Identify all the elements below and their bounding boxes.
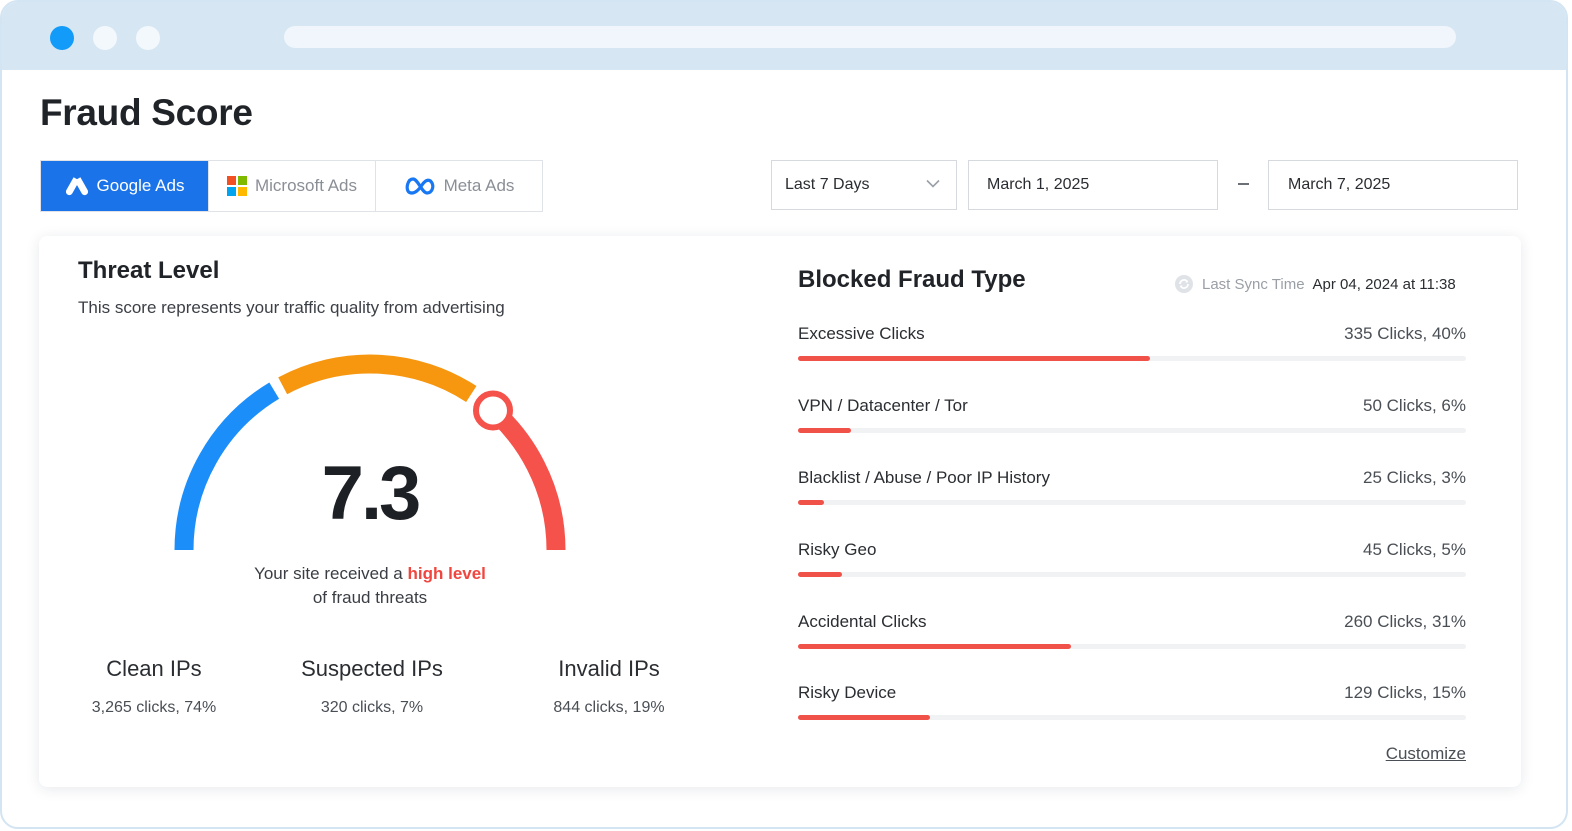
threat-score: 7.3 [321, 451, 422, 536]
window-close-button[interactable] [50, 26, 74, 50]
blocked-fraud-title: Blocked Fraud Type [798, 266, 1026, 293]
customize-link[interactable]: Customize [1385, 744, 1466, 763]
stat-clean-ips: Clean IPs 3,265 clicks, 74% [54, 656, 254, 717]
fraud-type-stat: 50 Clicks, 6% [1363, 396, 1466, 415]
fraud-type-stat: 25 Clicks, 3% [1363, 468, 1466, 487]
stat-suspected-ips: Suspected IPs 320 clicks, 7% [272, 656, 472, 717]
fraud-type-name: VPN / Datacenter / Tor [798, 396, 968, 415]
start-date-value: March 1, 2025 [987, 176, 1090, 193]
page-title: Fraud Score [40, 92, 253, 133]
fraud-bar-track [798, 500, 1466, 505]
fraud-bar-fill [798, 500, 825, 505]
gauge-arc-medium [278, 354, 477, 403]
fraud-bar-track [798, 644, 1466, 649]
fraud-row: VPN / Datacenter / Tor 50 Clicks, 6% [798, 396, 1466, 440]
fraud-bar-track [798, 572, 1466, 577]
address-bar[interactable] [284, 26, 1456, 48]
end-date-field[interactable]: March 7, 2025 [1268, 160, 1518, 210]
fraud-row: Blacklist / Abuse / Poor IP History 25 C… [798, 468, 1466, 512]
stat-invalid-ips: Invalid IPs 844 clicks, 19% [509, 656, 709, 717]
fraud-score-card [39, 236, 1521, 787]
chevron-down-icon [926, 179, 940, 188]
fraud-row: Excessive Clicks 335 Clicks, 40% [798, 324, 1466, 368]
fraud-type-stat: 129 Clicks, 15% [1344, 683, 1466, 702]
threat-level-title: Threat Level [78, 257, 220, 284]
threat-message: Your site received a high level of fraud… [170, 562, 570, 610]
fraud-bar-fill [798, 428, 851, 433]
tab-label: Google Ads [96, 176, 185, 195]
fraud-type-name: Risky Geo [798, 540, 877, 559]
threat-message-prefix: Your site received a [254, 564, 403, 583]
fraud-bar-fill [798, 715, 930, 720]
tab-label: Microsoft Ads [254, 176, 358, 195]
tab-google-ads[interactable]: Google Ads [41, 161, 208, 211]
sync-label: Last Sync Time [1202, 275, 1305, 293]
fraud-type-stat: 260 Clicks, 31% [1344, 612, 1466, 631]
fraud-row: Accidental Clicks 260 Clicks, 31% [798, 612, 1466, 656]
end-date-value: March 7, 2025 [1288, 176, 1391, 193]
threat-gauge [174, 354, 566, 551]
stat-label: Invalid IPs [558, 656, 660, 681]
fraud-type-name: Excessive Clicks [798, 324, 925, 343]
gauge-indicator-knob [473, 390, 513, 431]
sync-icon [1175, 275, 1193, 293]
fraud-type-stat: 335 Clicks, 40% [1344, 324, 1466, 343]
meta-icon [405, 177, 434, 195]
window-minimize-button[interactable] [93, 26, 117, 50]
fraud-bar-track [798, 356, 1466, 361]
threat-message-highlight: high level [407, 564, 486, 583]
fraud-bar-track [798, 428, 1466, 433]
stat-label: Clean IPs [106, 656, 202, 681]
fraud-bar-fill [798, 572, 842, 577]
stat-label: Suspected IPs [301, 656, 443, 681]
sync-value: Apr 04, 2024 at 11:38 [1312, 275, 1456, 293]
window-maximize-button[interactable] [136, 26, 160, 50]
google-ads-icon [65, 176, 88, 195]
microsoft-icon [226, 176, 247, 196]
date-separator [1238, 183, 1249, 185]
date-range-value: Last 7 Days [785, 176, 870, 193]
fraud-bar-track [798, 715, 1466, 720]
tab-label: Meta Ads [443, 176, 515, 195]
fraud-bar-fill [798, 356, 1150, 361]
threat-level-subtitle: This score represents your traffic quali… [78, 298, 505, 317]
stat-value: 3,265 clicks, 74% [91, 699, 217, 716]
fraud-type-name: Risky Device [798, 683, 897, 702]
stat-value: 844 clicks, 19% [553, 699, 665, 716]
fraud-row: Risky Geo 45 Clicks, 5% [798, 540, 1466, 584]
platform-tabs: Google Ads Microsoft Ads Meta Ads [40, 160, 543, 212]
fraud-type-name: Blacklist / Abuse / Poor IP History [798, 468, 1050, 487]
fraud-row: Risky Device 129 Clicks, 15% [798, 683, 1466, 727]
tab-microsoft-ads[interactable]: Microsoft Ads [208, 161, 375, 211]
fraud-bar-fill [798, 644, 1071, 649]
title-bar [2, 2, 1566, 70]
fraud-type-name: Accidental Clicks [798, 612, 927, 631]
tab-meta-ads[interactable]: Meta Ads [375, 161, 542, 211]
fraud-type-stat: 45 Clicks, 5% [1363, 540, 1466, 559]
start-date-field[interactable]: March 1, 2025 [968, 160, 1218, 210]
stat-value: 320 clicks, 7% [320, 699, 424, 716]
date-range-select[interactable]: Last 7 Days [771, 160, 957, 210]
gauge-arc-low [174, 382, 280, 551]
last-sync: Last Sync Time Apr 04, 2024 at 11:38 [1174, 274, 1456, 294]
threat-message-suffix: of fraud threats [312, 588, 428, 607]
